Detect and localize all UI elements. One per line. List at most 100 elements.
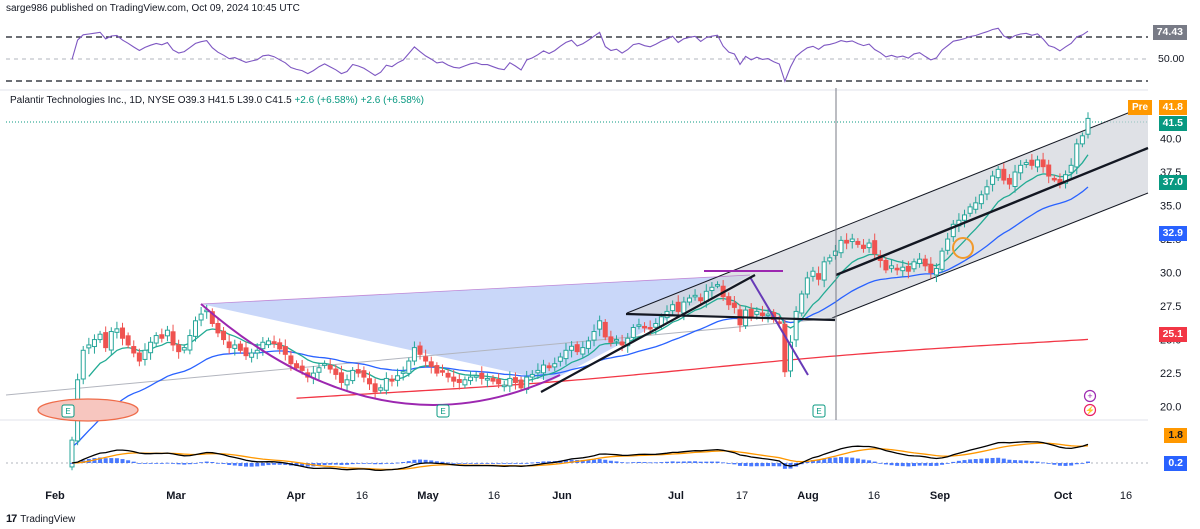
macd-value-tag: 1.8 [1164, 428, 1187, 443]
ema-mid-tag: 32.9 [1158, 226, 1187, 241]
macd-hist-bar [221, 463, 226, 464]
macd-hist-bar [1007, 459, 1012, 463]
candle [799, 290, 805, 317]
macd-hist-bar [1013, 460, 1018, 463]
time-axis-label: Apr [287, 490, 307, 502]
plus-event-icon[interactable]: + [1083, 389, 1097, 403]
candle [945, 232, 951, 255]
macd-hist-bar [743, 463, 748, 466]
macd-hist-bar [850, 457, 855, 463]
macd-hist-bar [429, 460, 434, 463]
candle [787, 335, 793, 378]
candle [411, 341, 417, 366]
svg-text:E: E [816, 407, 821, 416]
macd-hist-bar [1086, 461, 1090, 463]
macd-hist-bar [70, 463, 74, 464]
macd-hist-bar [906, 463, 911, 467]
candle [793, 306, 799, 347]
macd-hist-bar [687, 461, 692, 463]
candle [120, 322, 126, 346]
macd-hist-bar [1069, 463, 1074, 466]
candle [860, 239, 866, 253]
candle [215, 317, 221, 338]
candle [428, 356, 434, 374]
macd-hist-bar [361, 463, 366, 464]
macd-hist-bar [373, 463, 378, 465]
candle [889, 259, 895, 273]
macd-hist-bar [457, 463, 462, 464]
macd-hist-bar [1046, 463, 1051, 464]
time-axis[interactable]: Feb Mar Apr 16 May 16 Jun Jul 17 Aug 16 Sep Oct 16 [45, 490, 1132, 502]
candle [894, 263, 900, 276]
macd-hist-bar [244, 463, 249, 467]
macd-hist-bar [238, 463, 243, 467]
price-axis-label: 30.0 [1160, 268, 1181, 280]
candle [434, 362, 440, 377]
channel-lower [831, 192, 1149, 319]
earnings-marker[interactable]: E [812, 404, 826, 418]
candle [198, 307, 204, 327]
highlight-circle [952, 237, 974, 259]
macd-hist-bar [816, 459, 821, 463]
candle [546, 362, 552, 372]
candle [563, 343, 569, 365]
macd-hist-bar [990, 457, 995, 463]
macd-hist-bar [928, 463, 933, 466]
macd-hist-bar [474, 463, 479, 464]
candle [709, 282, 715, 298]
candle [995, 165, 1001, 182]
candle [1063, 170, 1069, 189]
dividend-event-icon[interactable]: ⚡ [1083, 403, 1097, 417]
macd-hist-bar [446, 462, 451, 464]
macd-hist-bar [479, 463, 484, 464]
candle [1040, 152, 1046, 173]
macd-hist-bar [822, 458, 827, 463]
macd-hist-bar [940, 463, 945, 465]
macd-hist-bar [412, 459, 417, 463]
candle [933, 263, 939, 283]
ema-long-line [296, 338, 1089, 399]
macd-hist-bar [496, 463, 501, 464]
macd-hist-bar [631, 462, 636, 463]
candle [333, 364, 339, 380]
candle [372, 378, 378, 399]
candle [585, 336, 591, 354]
candle [810, 266, 816, 282]
macd-hist-bar [1063, 463, 1068, 466]
candle [849, 233, 855, 249]
candle [209, 308, 215, 327]
candle [973, 196, 979, 214]
cup-rim [200, 274, 751, 305]
candle [984, 179, 990, 201]
candle [91, 334, 97, 354]
macd-hist-bar [799, 463, 804, 465]
earnings-marker[interactable]: E [436, 404, 450, 418]
channel-upper [626, 104, 1149, 314]
macd-hist-bar [187, 463, 192, 465]
macd-hist-bar [681, 461, 686, 463]
candle [142, 343, 148, 366]
macd-hist-bar [889, 463, 894, 466]
macd-hist-bar [625, 462, 630, 464]
earnings-marker[interactable]: E [61, 404, 75, 418]
candle [395, 368, 401, 387]
macd-hist-bar [451, 463, 456, 464]
candle [1034, 155, 1040, 173]
candle [468, 370, 474, 385]
macd-hist-bar [766, 463, 771, 467]
candle [529, 370, 535, 383]
cup-fill [201, 275, 750, 381]
candle [1079, 132, 1085, 148]
candle [804, 271, 810, 299]
candle [406, 357, 412, 377]
candle [282, 339, 288, 361]
macd-hist-bar [434, 461, 439, 463]
macd-hist-bar [973, 459, 978, 463]
candle [580, 341, 586, 359]
candle [164, 325, 170, 342]
macd-hist-bar [395, 462, 400, 464]
candle [518, 376, 524, 392]
candle [642, 322, 648, 333]
macd-hist-bar [530, 462, 535, 464]
